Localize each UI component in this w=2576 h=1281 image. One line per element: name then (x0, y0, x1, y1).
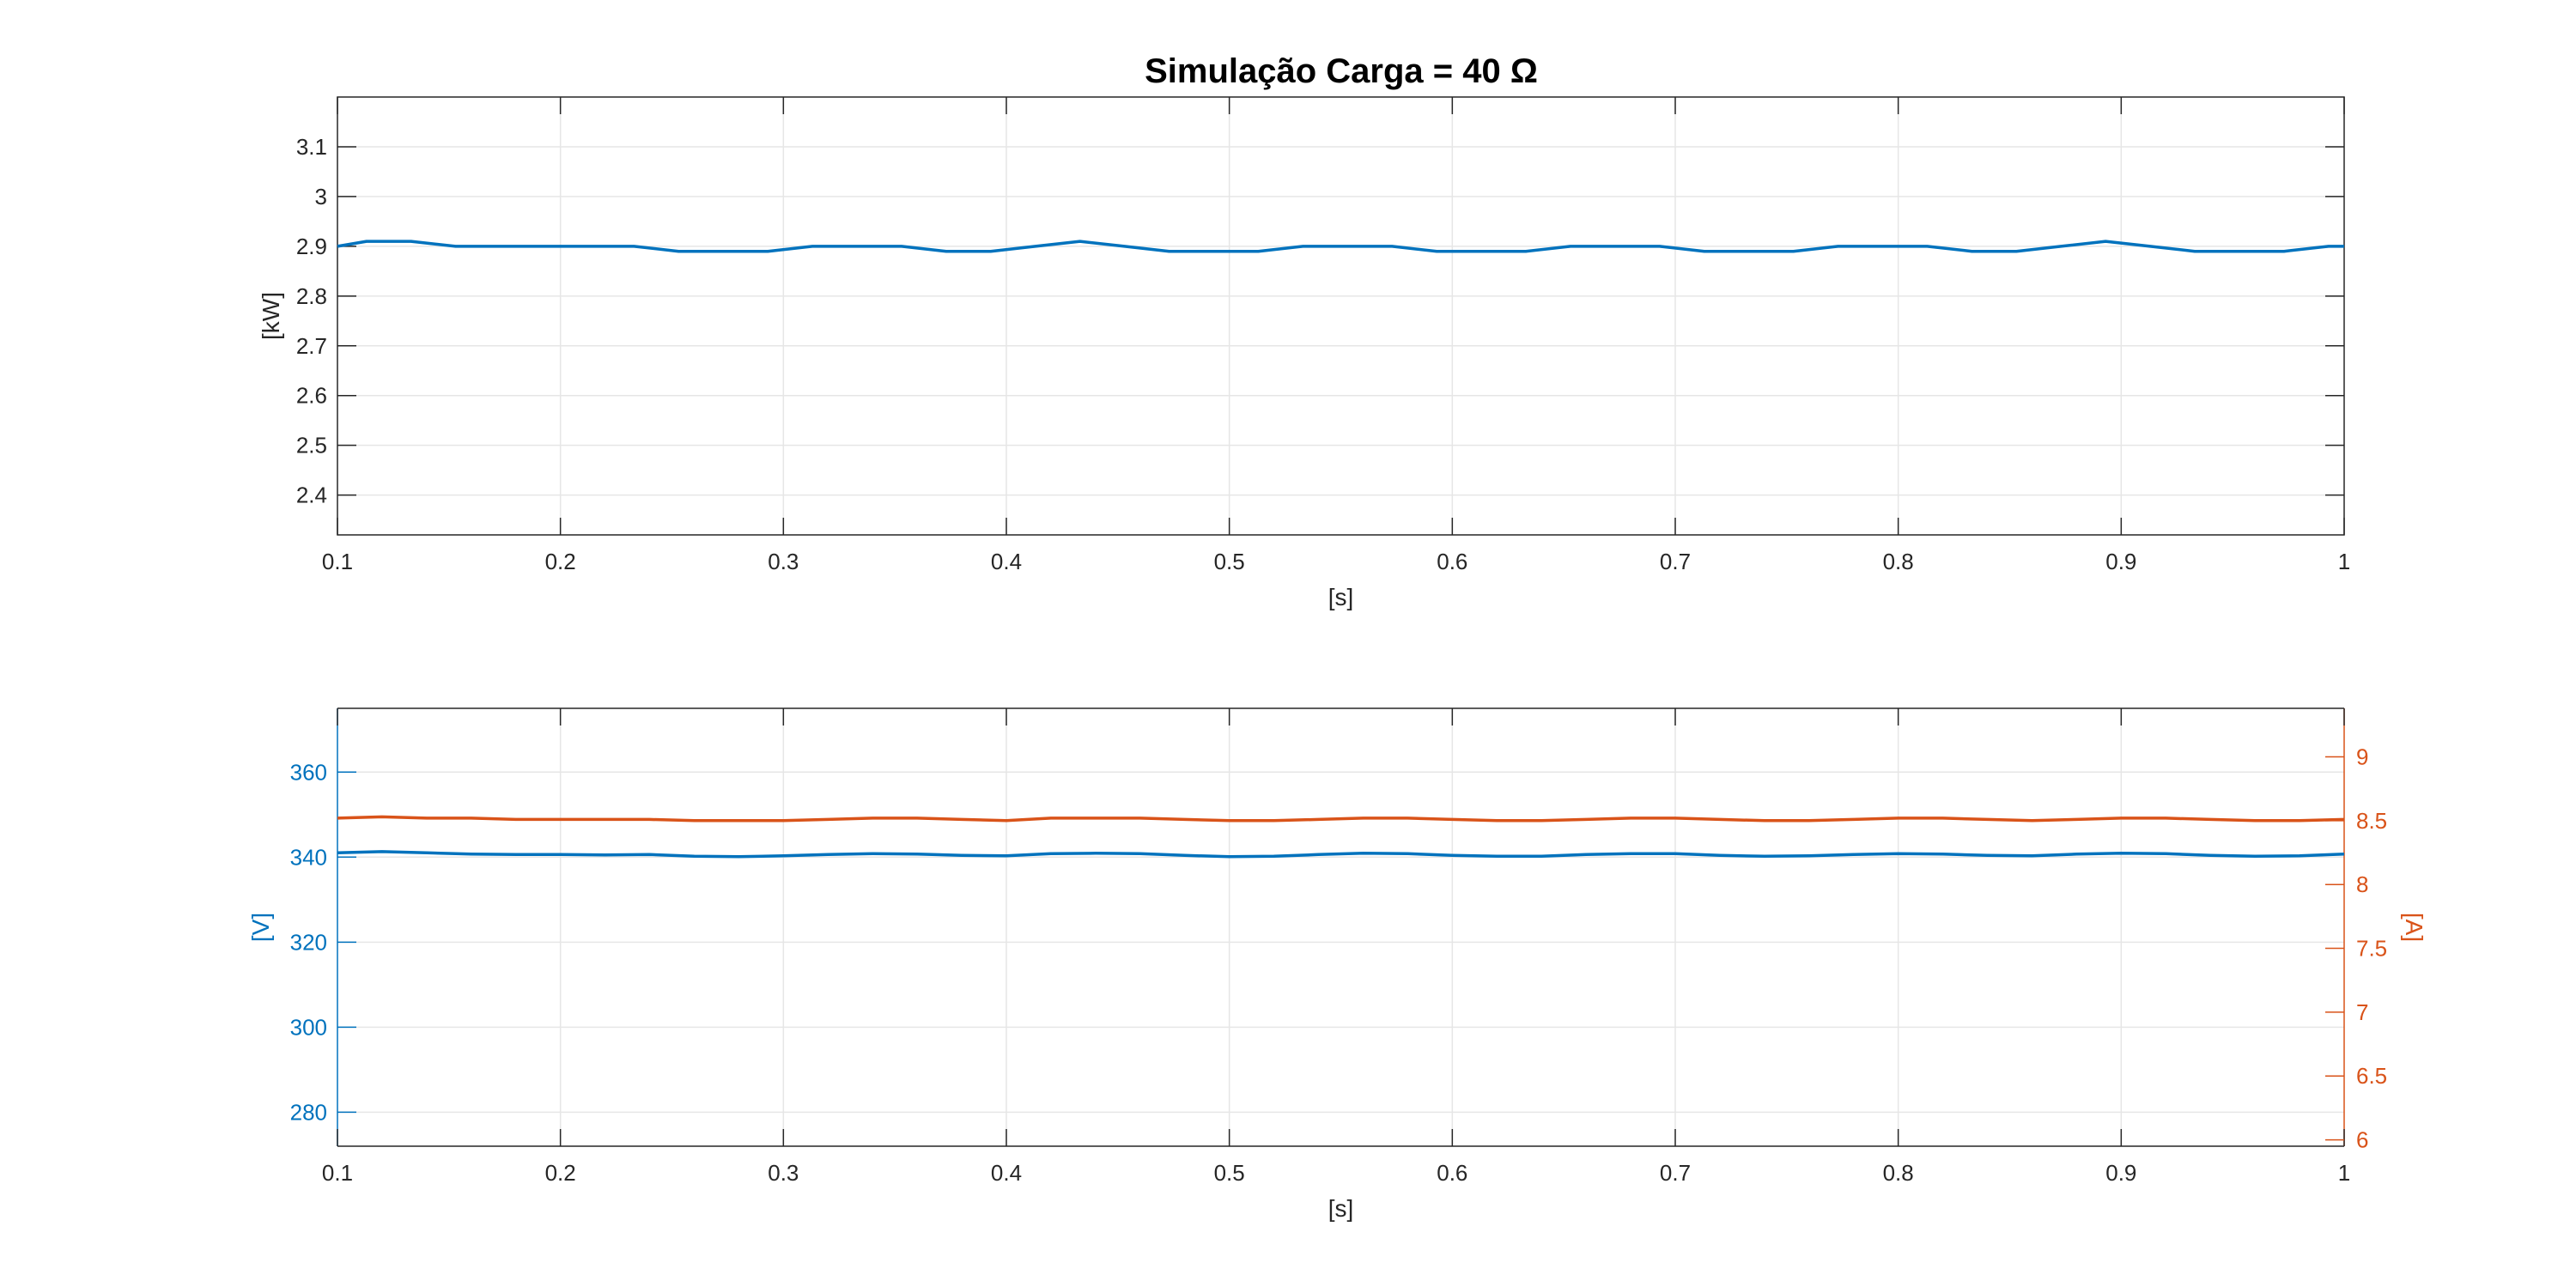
x-tick-label: 0.9 (2105, 549, 2136, 574)
x-tick-label: 0.4 (991, 1160, 1022, 1186)
voltage-series-line (337, 850, 2345, 859)
right-y-tick-label: 7 (2356, 999, 2368, 1025)
top-power-axes: 0.1 0.2 0.3 0.4 0.5 0.6 0.7 0.8 0.9 1 2.4 2.5 2.6 2.7… (258, 96, 2350, 610)
y-axis-label: [kW] (258, 292, 284, 340)
right-y-tick-label: 9 (2356, 744, 2368, 770)
y-tick-label: 2.6 (296, 383, 327, 409)
left-y-tick-label: 300 (290, 1014, 327, 1040)
figure-title: Simulação Carga = 40 Ω (1145, 52, 1538, 90)
x-tick-label: 0.2 (545, 549, 576, 574)
x-tick-label: 0.5 (1214, 1160, 1245, 1186)
bottom-voltage-current-axes: 0.1 0.2 0.3 0.4 0.5 0.6 0.7 0.8 0.9 1 280 300 320 340… (247, 707, 2427, 1222)
x-tick-label: 0.1 (322, 549, 353, 574)
x-tick-label: 0.8 (1883, 1160, 1914, 1186)
x-tick-label: 0.3 (768, 549, 799, 574)
left-y-tick-label: 340 (290, 844, 327, 870)
right-y-tick-label: 8.5 (2356, 808, 2387, 834)
x-tick-label: 0.6 (1437, 549, 1467, 574)
right-y-tick-label: 6.5 (2356, 1063, 2387, 1089)
x-tick-label: 0.5 (1214, 549, 1245, 574)
x-tick-label: 0.8 (1883, 549, 1914, 574)
y-tick-label: 2.8 (296, 283, 327, 309)
right-y-tick-label: 7.5 (2356, 936, 2387, 962)
axes-box (337, 96, 2345, 536)
y-tick-label: 2.9 (296, 234, 327, 259)
right-y-tick-label: 8 (2356, 871, 2368, 897)
y-tick-label: 3 (315, 184, 327, 209)
x-tick-label: 0.1 (322, 1160, 353, 1186)
power-series-line (337, 240, 2344, 253)
x-tick-label: 0.2 (545, 1160, 576, 1186)
y-tick-label: 2.7 (296, 333, 327, 359)
left-y-tick-label: 360 (290, 759, 327, 785)
y-tick-label: 2.4 (296, 483, 327, 508)
x-tick-label: 1 (2338, 1160, 2350, 1186)
current-series-line (337, 815, 2345, 823)
right-y-axis-label: [A] (2401, 913, 2427, 942)
right-y-tick-label: 6 (2356, 1127, 2368, 1153)
x-tick-label: 0.7 (1660, 549, 1691, 574)
y-tick-label: 2.5 (296, 433, 327, 458)
x-axis-label: [s] (1328, 1195, 1354, 1222)
y-tick-label: 3.1 (296, 134, 327, 160)
x-tick-label: 0.3 (768, 1160, 799, 1186)
x-tick-label: 0.6 (1437, 1160, 1467, 1186)
left-y-axis-label: [V] (247, 913, 274, 942)
x-tick-label: 0.9 (2105, 1160, 2136, 1186)
x-tick-label: 0.7 (1660, 1160, 1691, 1186)
x-axis-label: [s] (1328, 584, 1354, 610)
left-y-tick-label: 280 (290, 1099, 327, 1125)
x-tick-label: 1 (2338, 549, 2350, 574)
x-tick-label: 0.4 (991, 549, 1022, 574)
left-y-tick-label: 320 (290, 929, 327, 955)
